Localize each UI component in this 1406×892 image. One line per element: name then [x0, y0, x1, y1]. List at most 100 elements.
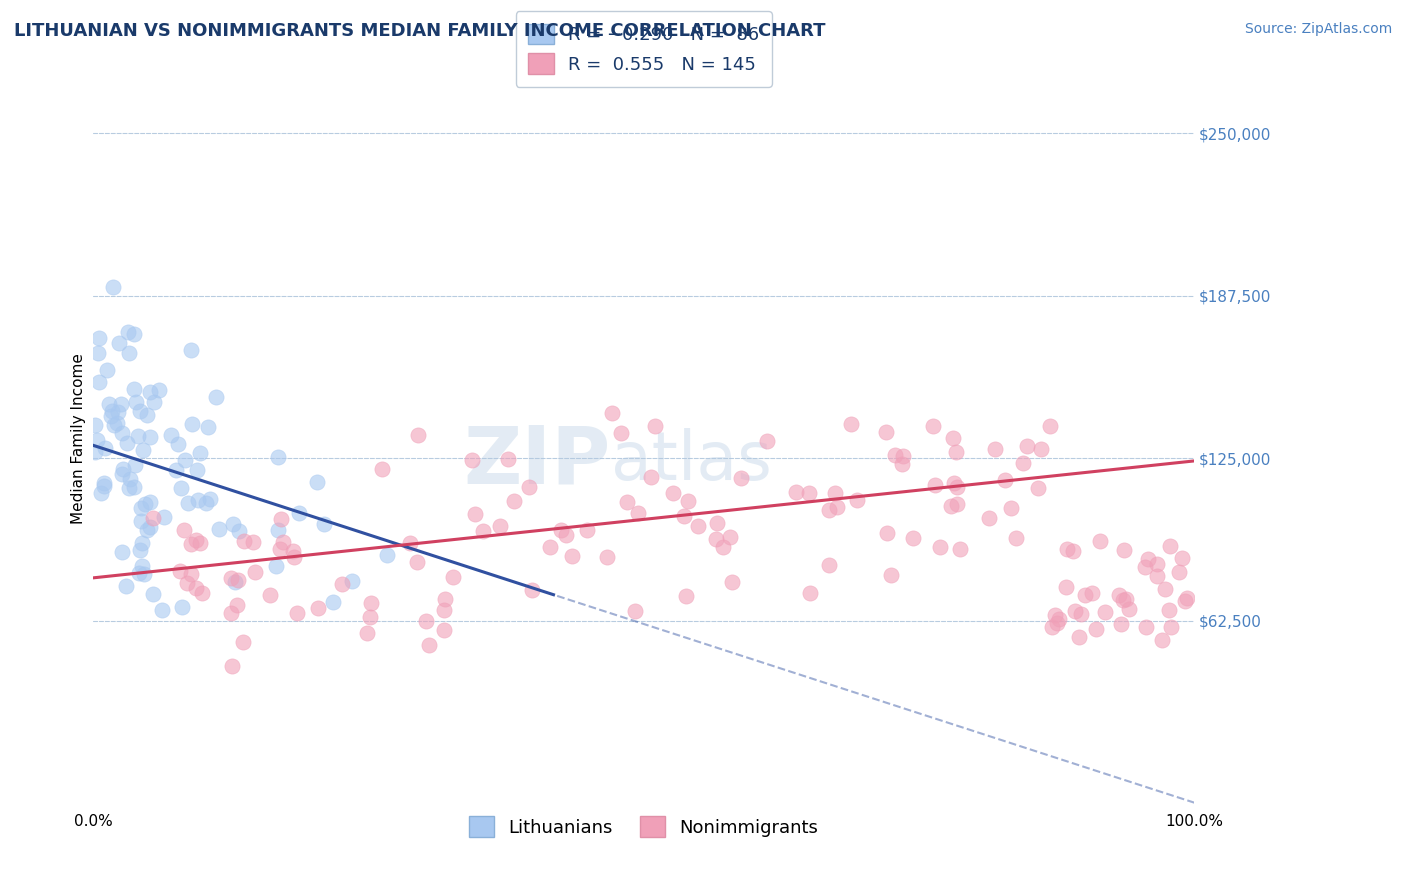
Point: [90, 485, 112, 500]
Point: [270, 512, 292, 526]
Point: [117, 325, 139, 339]
Point: [375, 548, 398, 562]
Point: [285, 607, 308, 621]
Point: [939, 499, 962, 513]
Text: Source: ZipAtlas.com: Source: ZipAtlas.com: [1244, 22, 1392, 37]
Point: [111, 545, 134, 559]
Point: [441, 569, 464, 583]
Point: [103, 417, 125, 432]
Point: [356, 625, 378, 640]
Point: [188, 536, 211, 550]
Point: [97, 397, 120, 411]
Point: [283, 549, 305, 564]
Point: [205, 390, 228, 404]
Point: [993, 474, 1015, 488]
Point: [616, 495, 638, 509]
Point: [267, 450, 290, 464]
Point: [1011, 456, 1033, 470]
Point: [922, 419, 945, 434]
Point: [1146, 557, 1168, 571]
Point: [111, 467, 134, 482]
Point: [824, 486, 846, 500]
Point: [245, 565, 267, 579]
Point: [128, 404, 150, 418]
Point: [127, 428, 149, 442]
Point: [661, 486, 683, 500]
Legend: Lithuanians, Nonimmigrants: Lithuanians, Nonimmigrants: [461, 809, 825, 845]
Point: [89, 331, 111, 345]
Point: [1159, 603, 1181, 617]
Point: [675, 589, 697, 603]
Point: [148, 383, 170, 397]
Point: [84, 418, 107, 433]
Point: [880, 567, 903, 582]
Point: [232, 635, 254, 649]
Point: [167, 437, 190, 451]
Point: [1069, 630, 1091, 644]
Point: [1088, 533, 1111, 548]
Point: [561, 549, 583, 564]
Point: [222, 517, 245, 532]
Point: [1152, 632, 1174, 647]
Point: [711, 541, 734, 555]
Point: [706, 516, 728, 530]
Point: [875, 425, 897, 439]
Point: [131, 536, 153, 550]
Point: [503, 494, 526, 508]
Point: [942, 431, 965, 445]
Point: [93, 479, 115, 493]
Point: [949, 541, 972, 556]
Point: [226, 573, 249, 587]
Point: [1040, 620, 1063, 634]
Y-axis label: Median Family Income: Median Family Income: [72, 353, 86, 524]
Point: [640, 470, 662, 484]
Point: [1085, 623, 1108, 637]
Point: [942, 475, 965, 490]
Point: [195, 496, 218, 510]
Point: [1136, 552, 1159, 566]
Point: [100, 409, 122, 423]
Point: [93, 476, 115, 491]
Point: [1118, 601, 1140, 615]
Point: [132, 443, 155, 458]
Point: [87, 345, 110, 359]
Point: [704, 533, 727, 547]
Point: [264, 559, 287, 574]
Point: [142, 511, 165, 525]
Point: [1080, 586, 1102, 600]
Point: [1135, 620, 1157, 634]
Point: [600, 406, 623, 420]
Point: [730, 471, 752, 485]
Point: [1112, 592, 1135, 607]
Point: [184, 533, 207, 548]
Point: [84, 444, 107, 458]
Point: [839, 417, 862, 431]
Point: [153, 510, 176, 524]
Point: [197, 420, 219, 434]
Point: [415, 614, 437, 628]
Point: [1160, 619, 1182, 633]
Point: [191, 586, 214, 600]
Point: [170, 600, 193, 615]
Point: [818, 503, 841, 517]
Point: [817, 558, 839, 572]
Point: [891, 449, 914, 463]
Point: [1153, 582, 1175, 596]
Point: [359, 610, 381, 624]
Point: [112, 462, 135, 476]
Point: [184, 581, 207, 595]
Point: [228, 524, 250, 538]
Point: [1108, 589, 1130, 603]
Point: [176, 576, 198, 591]
Point: [890, 457, 912, 471]
Point: [1174, 593, 1197, 607]
Point: [398, 536, 420, 550]
Point: [1063, 604, 1085, 618]
Point: [221, 659, 243, 673]
Point: [550, 523, 572, 537]
Point: [472, 524, 495, 538]
Point: [96, 363, 118, 377]
Point: [122, 480, 145, 494]
Point: [142, 587, 165, 601]
Point: [884, 449, 907, 463]
